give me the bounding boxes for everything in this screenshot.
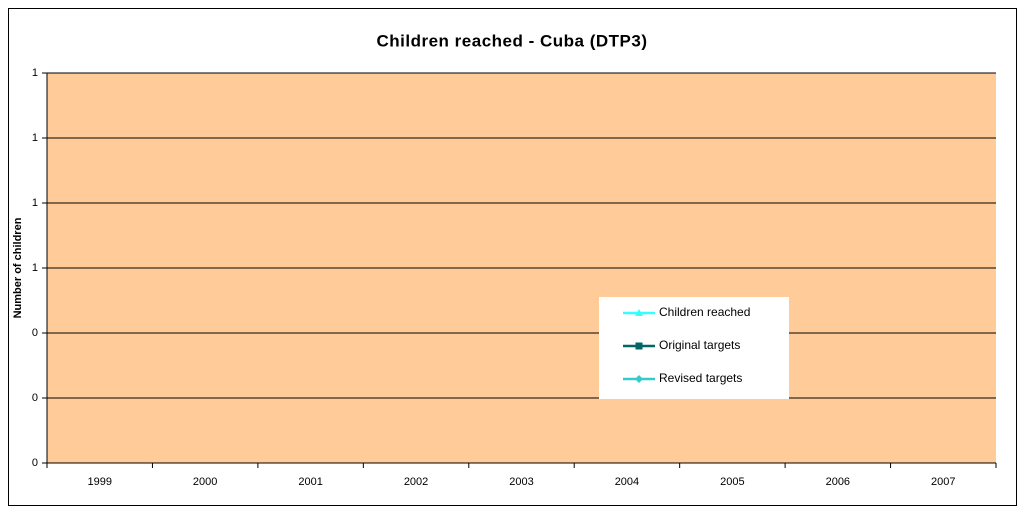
- y-tick-label: 1: [32, 262, 38, 274]
- y-tick-label: 0: [32, 392, 38, 404]
- x-tick-label: 2006: [826, 476, 850, 488]
- chart-title: Children reached - Cuba (DTP3): [377, 31, 648, 50]
- x-tick-label: 2007: [931, 476, 955, 488]
- y-axis-label: Number of children: [12, 217, 24, 318]
- x-tick-label: 2001: [298, 476, 322, 488]
- x-tick-label: 2004: [615, 476, 639, 488]
- x-tick-label: 2000: [193, 476, 217, 488]
- x-tick-label: 2002: [404, 476, 428, 488]
- x-tick-label: 1999: [87, 476, 111, 488]
- x-tick-label: 2005: [720, 476, 744, 488]
- legend-label: Original targets: [659, 338, 740, 352]
- marker: [635, 309, 643, 316]
- y-tick-label: 0: [32, 457, 38, 469]
- marker: [635, 375, 643, 383]
- y-tick-label: 1: [32, 67, 38, 79]
- legend-label: Children reached: [659, 305, 750, 319]
- y-tick-label: 1: [32, 197, 38, 209]
- y-tick-label: 0: [32, 327, 38, 339]
- x-tick-label: 2003: [509, 476, 533, 488]
- marker: [635, 342, 643, 350]
- legend-label: Revised targets: [659, 371, 742, 385]
- y-tick-label: 1: [32, 132, 38, 144]
